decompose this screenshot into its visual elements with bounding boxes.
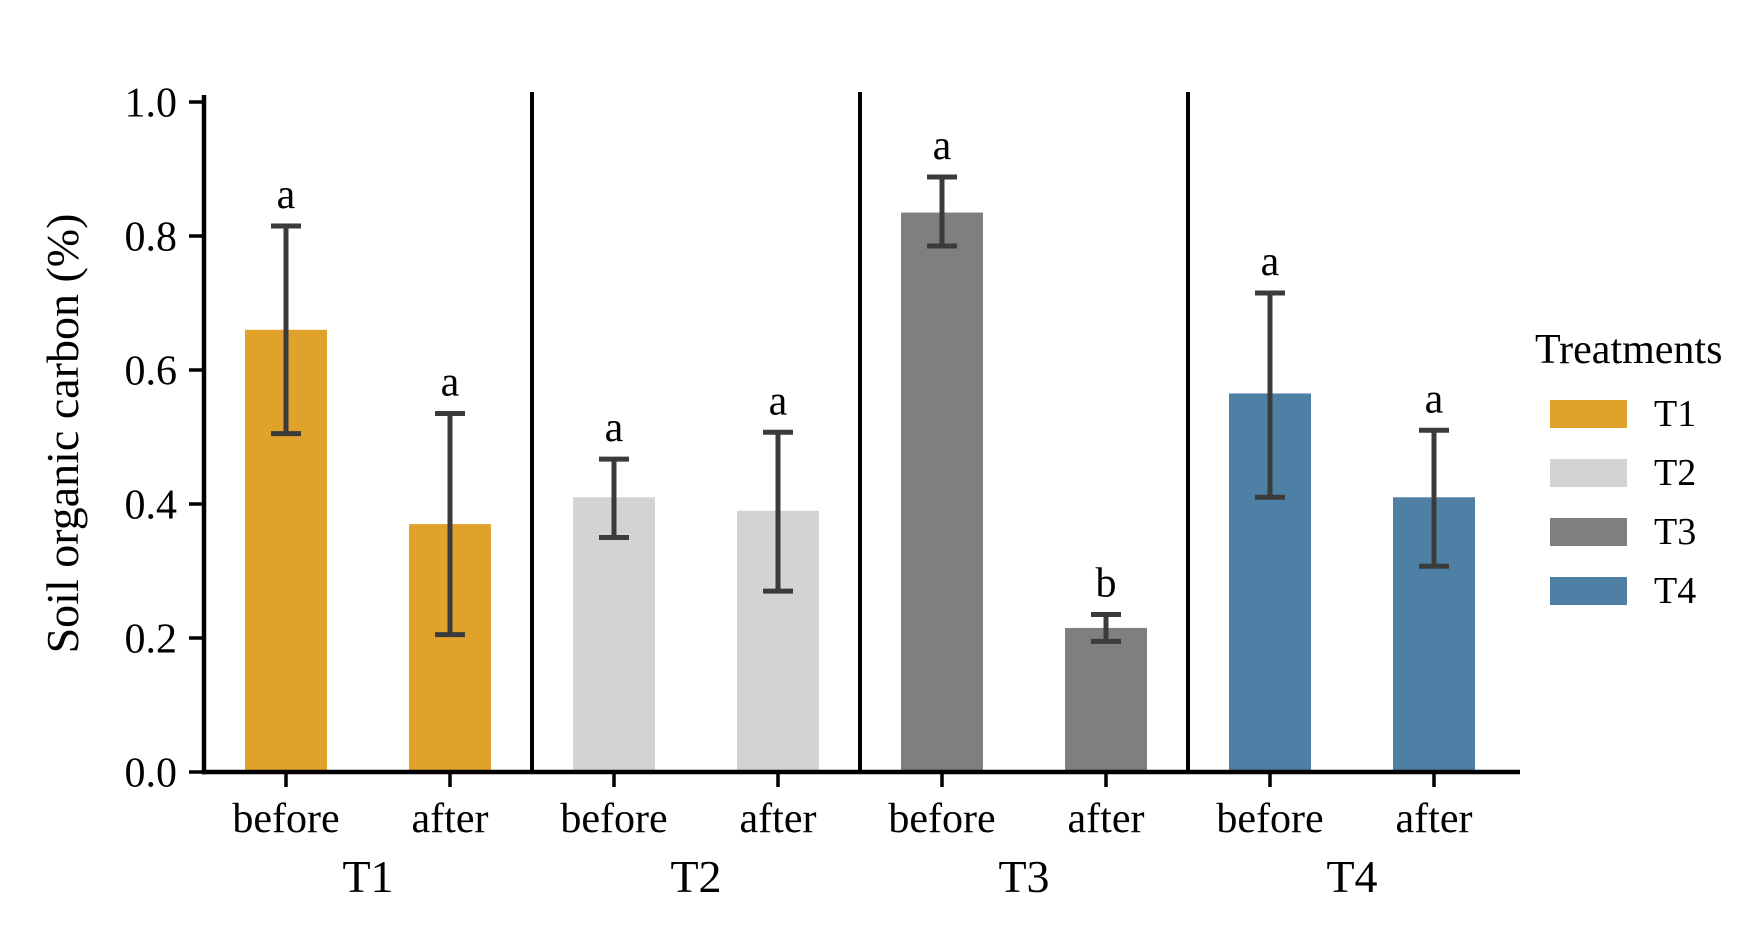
x-tick-label-T2-before: before [560, 796, 667, 842]
sig-letter-T4-after: a [1425, 376, 1444, 422]
y-tick-label: 0.2 [125, 616, 178, 662]
x-tick-label-T2-after: after [740, 796, 817, 842]
y-tick-label: 0.0 [125, 750, 178, 796]
x-tick-label-T3-before: before [888, 796, 995, 842]
sig-letter-T3-before: a [933, 123, 952, 169]
y-axis-label: Soil organic carbon (%) [37, 214, 88, 654]
legend-item-T2: T2 [1535, 443, 1722, 502]
sig-letter-T3-after: b [1096, 561, 1117, 607]
legend-swatch-T1 [1550, 399, 1627, 428]
y-tick-label: 1.0 [125, 80, 178, 126]
legend-swatch-T2 [1550, 458, 1627, 487]
legend-item-T3: T3 [1535, 502, 1722, 561]
legend-item-T4: T4 [1535, 561, 1722, 620]
sig-letter-T2-before: a [605, 405, 624, 451]
legend-label-T2: T2 [1654, 451, 1697, 494]
legend: Treatments T1 T2 T3 T4 [1535, 326, 1722, 620]
bar-T3-before [901, 212, 983, 773]
y-tick-label: 0.4 [125, 482, 178, 528]
legend-label-T4: T4 [1654, 569, 1697, 612]
legend-item-T1: T1 [1535, 384, 1722, 443]
x-tick-label-T1-after: after [412, 796, 489, 842]
x-tick-label-T4-after: after [1396, 796, 1473, 842]
x-tick-label-T4-before: before [1216, 796, 1323, 842]
sig-letter-T2-after: a [769, 378, 788, 424]
legend-label-T3: T3 [1654, 510, 1697, 553]
sig-letter-T1-after: a [441, 360, 460, 406]
y-tick-label: 0.6 [125, 348, 178, 394]
x-tick-label-T1-before: before [232, 796, 339, 842]
bar-T2-before [573, 497, 655, 772]
sig-letter-T4-before: a [1261, 239, 1280, 285]
group-label-T3: T3 [998, 851, 1049, 902]
x-tick-label-T3-after: after [1068, 796, 1145, 842]
legend-items: T1 T2 T3 T4 [1535, 384, 1722, 620]
legend-swatch-T4 [1550, 576, 1627, 605]
legend-label-T1: T1 [1654, 392, 1697, 435]
group-label-T1: T1 [342, 851, 393, 902]
group-label-T2: T2 [670, 851, 721, 902]
bar-T3-after [1065, 627, 1147, 772]
sig-letter-T1-before: a [277, 172, 296, 218]
group-label-T4: T4 [1326, 851, 1377, 902]
legend-title: Treatments [1535, 327, 1723, 373]
legend-swatch-T3 [1550, 517, 1627, 546]
y-tick-label: 0.8 [125, 214, 178, 260]
